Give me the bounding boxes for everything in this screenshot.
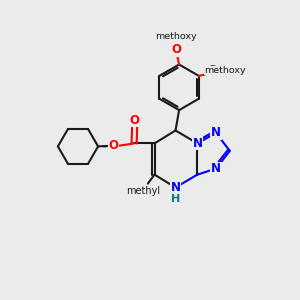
Text: O: O bbox=[130, 113, 140, 127]
Text: O: O bbox=[207, 64, 217, 77]
Text: H: H bbox=[171, 194, 180, 204]
Text: methoxy: methoxy bbox=[155, 32, 196, 41]
Text: methoxy: methoxy bbox=[204, 66, 246, 75]
Text: N: N bbox=[192, 137, 203, 150]
Text: N: N bbox=[211, 126, 221, 140]
Text: N: N bbox=[211, 162, 221, 175]
Text: N: N bbox=[170, 181, 181, 194]
Text: O: O bbox=[171, 43, 181, 56]
Text: methyl: methyl bbox=[126, 186, 160, 196]
Text: O: O bbox=[108, 139, 118, 152]
